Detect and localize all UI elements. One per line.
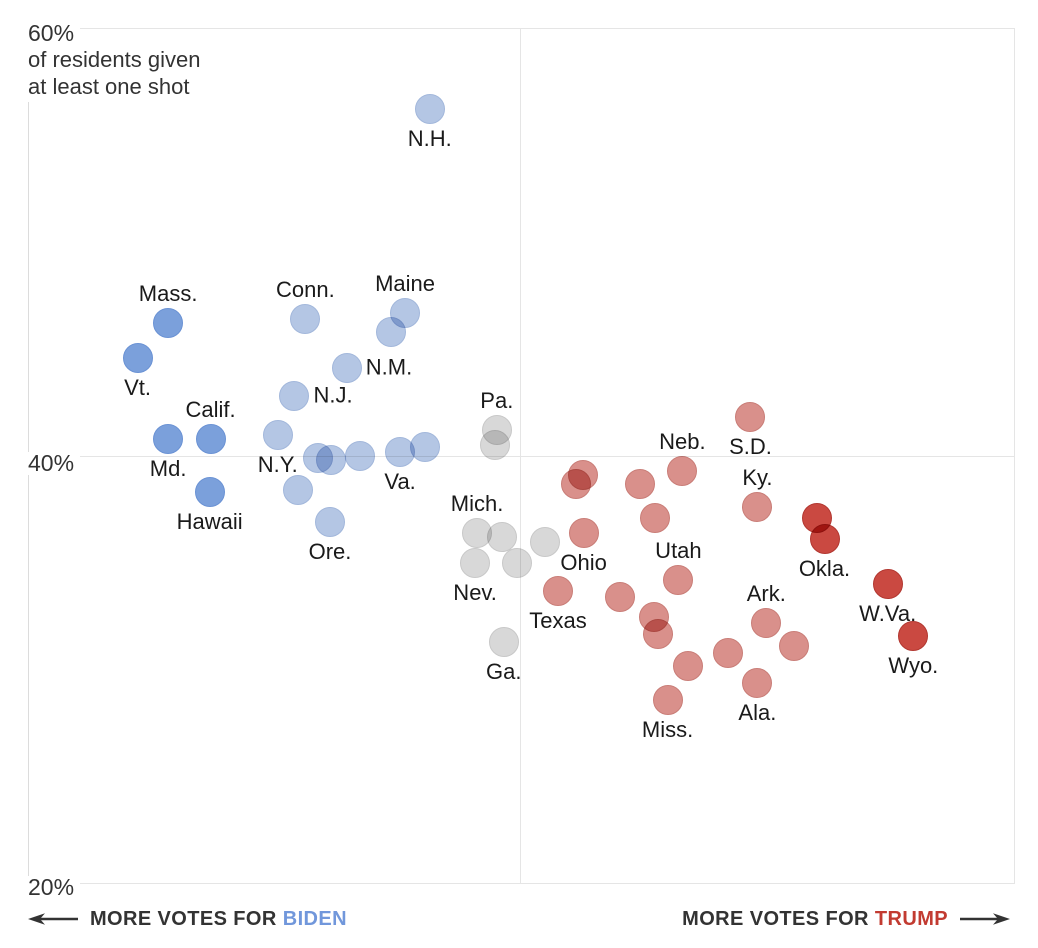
state-label-pa: Pa. <box>480 388 514 414</box>
state-dot-okla <box>809 524 840 555</box>
state-dot <box>283 475 314 506</box>
x-axis-label-trump-prefix: MORE VOTES FOR <box>682 907 869 930</box>
state-label-wyo: Wyo. <box>888 652 939 678</box>
state-label-hawaii: Hawaii <box>176 509 243 535</box>
state-dot <box>642 618 673 649</box>
state-label-miss: Miss. <box>641 716 694 742</box>
state-dot <box>605 582 636 613</box>
y-tick-40: 40% <box>28 452 81 475</box>
state-dot-md <box>153 423 184 454</box>
state-label-sd: S.D. <box>729 434 772 460</box>
state-dot <box>624 468 655 499</box>
y-tick-20: 20% <box>28 876 81 899</box>
right-border-line <box>1014 28 1015 884</box>
state-label-ga: Ga. <box>485 659 522 685</box>
right-arrow-icon <box>960 913 1010 925</box>
state-label-okla: Okla. <box>798 556 851 582</box>
state-dot-utah <box>663 565 694 596</box>
state-dot <box>778 631 809 662</box>
state-label-ark: Ark. <box>746 580 786 606</box>
state-dot <box>376 316 407 347</box>
state-label-utah: Utah <box>655 538 702 564</box>
left-arrow-icon <box>28 913 78 925</box>
state-dot-sd <box>735 402 766 433</box>
y-tick-60: 60% <box>28 22 81 45</box>
state-dot-vt <box>122 342 153 373</box>
plot-area: 60% 40% 20% Mass. Vt. Md. Calif. Hawaii N.H. C… <box>28 22 1015 899</box>
state-dot-ore <box>315 507 346 538</box>
state-dot <box>530 526 561 557</box>
state-dot-ny <box>262 419 293 450</box>
state-label-calif: Calif. <box>185 396 236 422</box>
x-axis-right-group: MORE VOTES FOR TRUMP <box>682 908 1010 931</box>
state-dot <box>673 650 704 681</box>
state-label-wva: W.Va. <box>859 601 917 627</box>
x-axis: MORE VOTES FOR BIDEN MORE VOTES FOR TRUM… <box>28 904 1010 934</box>
y-axis-subtitle-line2: at least one shot <box>28 74 190 99</box>
state-dot-nm <box>331 353 362 384</box>
state-label-vt: Vt. <box>124 374 151 400</box>
state-label-ore: Ore. <box>308 539 352 565</box>
state-dot-mass <box>153 308 184 339</box>
state-label-conn: Conn. <box>275 277 335 303</box>
gridline-60pct <box>28 28 1015 29</box>
x-axis-label-biden-name: BIDEN <box>282 907 347 930</box>
state-label-md: Md. <box>149 455 187 481</box>
state-dot-nj <box>279 381 310 412</box>
state-label-ohio: Ohio <box>560 550 607 576</box>
state-label-nev: Nev. <box>453 580 497 605</box>
state-dot-miss <box>652 684 683 715</box>
state-dot-ohio <box>568 518 599 549</box>
state-dot-nev <box>460 548 491 578</box>
state-dot-hawaii <box>194 477 225 508</box>
left-border-line <box>28 102 29 884</box>
state-dot-wyo <box>898 620 929 651</box>
state-label-nm: N.M. <box>365 354 413 380</box>
state-dot-conn <box>290 304 321 335</box>
state-label-texas: Texas <box>529 607 587 633</box>
state-dot <box>486 522 517 553</box>
gridline-20pct <box>28 883 1015 884</box>
state-dot-ala <box>742 667 773 698</box>
state-dot-nh <box>414 94 445 125</box>
state-dot-wva <box>872 569 903 600</box>
state-dot-ark <box>751 607 782 638</box>
y-axis-subtitle: of residents given at least one shot <box>28 46 205 100</box>
state-dot <box>344 441 375 471</box>
state-dot <box>501 548 532 578</box>
state-dot <box>479 430 510 461</box>
state-label-nh: N.H. <box>407 126 452 152</box>
state-dot-calif <box>195 423 226 454</box>
center-divider-line <box>520 28 522 884</box>
state-dot <box>560 468 591 499</box>
state-dot <box>712 637 743 668</box>
state-dot <box>316 445 346 476</box>
state-label-mich: Mich. <box>450 491 504 517</box>
x-axis-label-biden-prefix: MORE VOTES FOR <box>90 907 277 930</box>
state-label-ny: N.Y. <box>257 451 298 477</box>
y-axis-subtitle-line1: of residents given <box>28 47 201 72</box>
gridline-40pct <box>28 456 1015 457</box>
state-label-va: Va. <box>384 468 416 494</box>
state-label-maine: Maine <box>375 270 435 296</box>
state-dot <box>639 503 670 534</box>
state-dot <box>409 432 440 463</box>
state-label-mass: Mass. <box>138 281 198 307</box>
state-dot-ga <box>488 627 519 658</box>
state-dot-neb <box>667 455 698 486</box>
x-axis-label-trump-name: TRUMP <box>874 907 948 930</box>
state-label-ky: Ky. <box>742 465 773 491</box>
state-dot-texas <box>543 575 574 606</box>
state-label-nj: N.J. <box>313 382 353 408</box>
state-dot-ky <box>742 492 773 523</box>
x-axis-left-group: MORE VOTES FOR BIDEN <box>28 908 347 931</box>
state-label-neb: Neb. <box>659 428 706 454</box>
state-label-ala: Ala. <box>738 699 777 725</box>
